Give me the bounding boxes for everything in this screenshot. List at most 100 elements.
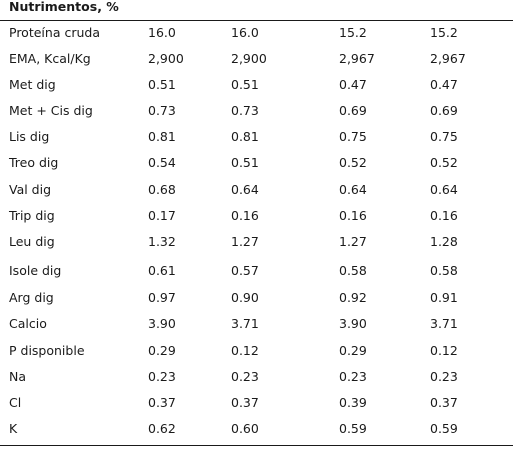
table-row: Arg dig 0.97 0.90 0.92 0.91 (0, 285, 513, 311)
row-value-2: 0.23 (231, 369, 259, 384)
table-row: P disponible 0.29 0.12 0.29 0.12 (0, 338, 513, 364)
table-row: Isole dig 0.61 0.57 0.58 0.58 (0, 258, 513, 284)
row-value-4: 3.71 (430, 316, 458, 331)
row-value-1: 0.17 (148, 208, 176, 223)
row-label: Leu dig (9, 234, 55, 249)
row-value-2: 0.51 (231, 155, 259, 170)
row-value-3: 0.59 (339, 421, 367, 436)
table-row: EMA, Kcal/Kg 2,900 2,900 2,967 2,967 (0, 46, 513, 72)
row-value-4: 0.91 (430, 290, 458, 305)
row-value-1: 0.23 (148, 369, 176, 384)
row-value-2: 0.12 (231, 343, 259, 358)
row-value-4: 15.2 (430, 25, 458, 40)
row-value-3: 0.58 (339, 263, 367, 278)
row-value-3: 3.90 (339, 316, 367, 331)
row-value-4: 0.23 (430, 369, 458, 384)
row-value-4: 2,967 (430, 51, 466, 66)
row-label: Cl (9, 395, 22, 410)
table-row: Met + Cis dig 0.73 0.73 0.69 0.69 (0, 98, 513, 124)
row-value-1: 0.68 (148, 182, 176, 197)
table-row: K 0.62 0.60 0.59 0.59 (0, 416, 513, 442)
row-value-3: 0.29 (339, 343, 367, 358)
row-value-3: 0.23 (339, 369, 367, 384)
row-label: Arg dig (9, 290, 54, 305)
row-value-2: 2,900 (231, 51, 267, 66)
row-value-3: 2,967 (339, 51, 375, 66)
row-value-1: 1.32 (148, 234, 176, 249)
row-value-2: 0.37 (231, 395, 259, 410)
row-value-3: 0.69 (339, 103, 367, 118)
row-label: Val dig (9, 182, 52, 197)
row-value-2: 0.57 (231, 263, 259, 278)
table-header-title: Nutrimentos, % (9, 0, 119, 14)
table-row: Proteína cruda 16.0 16.0 15.2 15.2 (0, 20, 513, 46)
row-value-3: 1.27 (339, 234, 367, 249)
row-value-2: 0.60 (231, 421, 259, 436)
row-label: Trip dig (9, 208, 55, 223)
row-value-4: 0.52 (430, 155, 458, 170)
table-row: Treo dig 0.54 0.51 0.52 0.52 (0, 150, 513, 176)
row-value-1: 0.54 (148, 155, 176, 170)
row-value-1: 0.37 (148, 395, 176, 410)
row-label: Met dig (9, 77, 56, 92)
row-value-1: 0.73 (148, 103, 176, 118)
row-value-2: 3.71 (231, 316, 259, 331)
row-value-2: 0.64 (231, 182, 259, 197)
row-value-3: 0.92 (339, 290, 367, 305)
row-value-1: 0.61 (148, 263, 176, 278)
row-value-2: 0.81 (231, 129, 259, 144)
row-value-3: 0.39 (339, 395, 367, 410)
table-row: Lis dig 0.81 0.81 0.75 0.75 (0, 124, 513, 150)
row-value-3: 0.64 (339, 182, 367, 197)
table-row: Val dig 0.68 0.64 0.64 0.64 (0, 177, 513, 203)
row-value-3: 0.16 (339, 208, 367, 223)
row-label: Treo dig (9, 155, 59, 170)
row-value-4: 0.58 (430, 263, 458, 278)
row-value-2: 0.90 (231, 290, 259, 305)
table-row: Trip dig 0.17 0.16 0.16 0.16 (0, 203, 513, 229)
row-value-2: 1.27 (231, 234, 259, 249)
row-label: Na (9, 369, 27, 384)
table-row: Cl 0.37 0.37 0.39 0.37 (0, 390, 513, 416)
row-value-4: 0.47 (430, 77, 458, 92)
row-value-1: 0.29 (148, 343, 176, 358)
row-value-2: 0.73 (231, 103, 259, 118)
row-label: Isole dig (9, 263, 62, 278)
row-value-4: 0.12 (430, 343, 458, 358)
row-value-4: 0.75 (430, 129, 458, 144)
row-value-4: 0.64 (430, 182, 458, 197)
row-label: EMA, Kcal/Kg (9, 51, 91, 66)
row-value-1: 3.90 (148, 316, 176, 331)
row-value-1: 16.0 (148, 25, 176, 40)
row-value-1: 0.62 (148, 421, 176, 436)
row-value-4: 1.28 (430, 234, 458, 249)
row-value-3: 0.47 (339, 77, 367, 92)
row-value-3: 15.2 (339, 25, 367, 40)
row-value-1: 0.51 (148, 77, 176, 92)
table-row: Met dig 0.51 0.51 0.47 0.47 (0, 72, 513, 98)
row-value-4: 0.59 (430, 421, 458, 436)
row-value-3: 0.52 (339, 155, 367, 170)
row-label: Calcio (9, 316, 47, 331)
row-value-2: 0.51 (231, 77, 259, 92)
row-label: P disponible (9, 343, 85, 358)
row-label: Met + Cis dig (9, 103, 93, 118)
table-row: Calcio 3.90 3.71 3.90 3.71 (0, 311, 513, 337)
table-row: Na 0.23 0.23 0.23 0.23 (0, 364, 513, 390)
row-value-2: 16.0 (231, 25, 259, 40)
table-row: Leu dig 1.32 1.27 1.27 1.28 (0, 229, 513, 255)
row-value-4: 0.16 (430, 208, 458, 223)
row-value-4: 0.37 (430, 395, 458, 410)
nutrient-table: Nutrimentos, % Proteína cruda 16.0 16.0 15.… (0, 0, 513, 446)
row-value-4: 0.69 (430, 103, 458, 118)
row-value-1: 0.97 (148, 290, 176, 305)
row-value-1: 0.81 (148, 129, 176, 144)
row-value-3: 0.75 (339, 129, 367, 144)
row-label: K (9, 421, 18, 436)
row-value-2: 0.16 (231, 208, 259, 223)
table-bottom-rule (0, 445, 513, 446)
row-value-1: 2,900 (148, 51, 184, 66)
row-label: Lis dig (9, 129, 50, 144)
row-label: Proteína cruda (9, 25, 100, 40)
table-header-row: Nutrimentos, % (0, 0, 513, 21)
